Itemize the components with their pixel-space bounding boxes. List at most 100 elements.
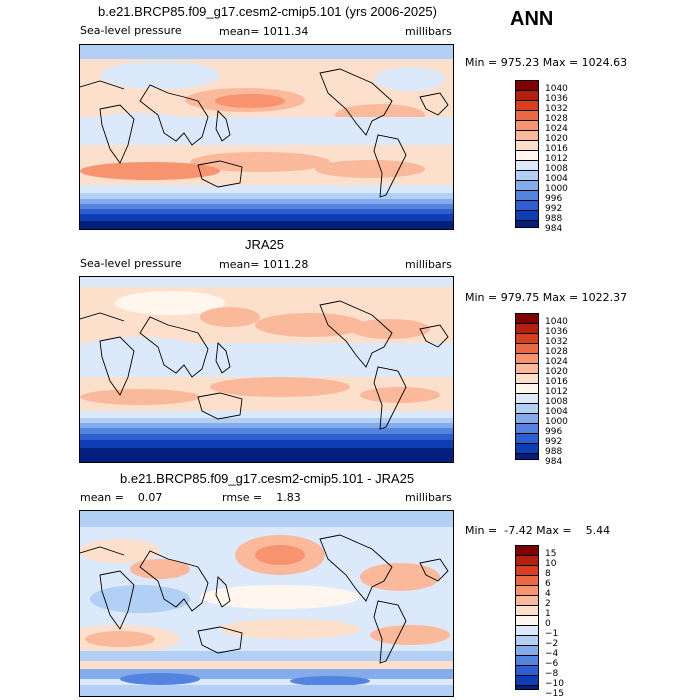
cb2-label-15: 984 — [545, 457, 563, 467]
p1-coastlines — [80, 68, 449, 198]
panel2-minmax: Min = 979.75 Max = 1022.37 — [465, 291, 628, 304]
cb2-label-7: 1016 — [545, 377, 568, 387]
cb2-label-6: 1020 — [545, 367, 568, 377]
cb3-label-9: −1 — [545, 629, 559, 639]
cb1-label-7: 1016 — [545, 144, 568, 154]
cb2-label-1: 1040 — [545, 317, 568, 327]
panel2-mean-label: mean= 1011.28 — [219, 258, 309, 271]
cb1-label-11: 1000 — [545, 184, 568, 194]
p3-pos-npac-core — [255, 545, 305, 565]
cb2-label-13: 992 — [545, 437, 563, 447]
p2-azores-high — [350, 319, 430, 339]
p3-band-pos — [80, 661, 453, 669]
p2-siberian-high — [200, 307, 260, 327]
p1-band-1008 — [80, 185, 453, 193]
cb2-swatch-15 — [515, 453, 539, 460]
p1-band-1004 — [80, 193, 453, 199]
p1-npac-high-core — [215, 94, 285, 108]
panel3-field — [80, 511, 453, 696]
p1-satl-high — [315, 160, 425, 178]
panel3-rmse-label: rmse = 1.83 — [222, 491, 301, 504]
cb3-label-5: 4 — [545, 589, 551, 599]
panel1-map — [79, 44, 454, 230]
p2-band-988 — [80, 440, 453, 448]
panel3-title: b.e21.BRCP85.f09_g17.cesm2-cmip5.101 - J… — [120, 471, 415, 486]
p3-pos-asia-core — [130, 559, 190, 579]
p1-aleutian — [100, 61, 220, 89]
p2-npac-high — [255, 313, 365, 337]
p3-neg-so-2 — [290, 676, 370, 686]
panel2-units-label: millibars — [405, 258, 452, 271]
p1-band-1000 — [80, 199, 453, 204]
p3-band-neg1 — [80, 651, 453, 661]
cb3-label-13: −8 — [545, 669, 559, 679]
cb1-label-8: 1012 — [545, 154, 568, 164]
p1-band-988 — [80, 214, 453, 221]
cb2-label-4: 1028 — [545, 347, 568, 357]
cb1-swatch-15 — [515, 220, 539, 228]
p2-arctic — [80, 277, 453, 287]
cb2-label-3: 1032 — [545, 337, 568, 347]
cb3-label-2: 10 — [545, 559, 557, 569]
cb3-label-3: 8 — [545, 569, 551, 579]
p1-band-996 — [80, 204, 453, 209]
p3-pos-asia — [80, 539, 160, 563]
cb2-label-10: 1004 — [545, 407, 568, 417]
cb2-label-9: 1008 — [545, 397, 568, 407]
panel1-variable-label: Sea-level pressure — [80, 24, 182, 37]
cb1-label-6: 1020 — [545, 134, 568, 144]
p2-aleutian — [115, 291, 225, 315]
cb1-label-15: 984 — [545, 224, 563, 234]
p1-band-984 — [80, 221, 453, 229]
p3-pos-south-indian-core — [85, 631, 155, 647]
cb2-label-11: 1000 — [545, 417, 568, 427]
panel1-title: b.e21.BRCP85.f09_g17.cesm2-cmip5.101 (yr… — [98, 4, 437, 19]
panel3-colorbar: 15 10 8 6 4 2 1 0 −1 −2 −4 −6 −8 −10 −15 — [515, 545, 605, 699]
cb3-label-10: −2 — [545, 639, 559, 649]
panel2-title: JRA25 — [245, 237, 285, 252]
p3-neutral-trop — [200, 585, 360, 609]
cb2-label-8: 1012 — [545, 387, 568, 397]
panel1-field — [80, 45, 453, 229]
cb3-label-1: 15 — [545, 549, 557, 559]
p2-band-984 — [80, 448, 453, 462]
cb1-label-5: 1024 — [545, 124, 568, 134]
cb3-label-11: −4 — [545, 649, 559, 659]
panel3-mean-label: mean = 0.07 — [80, 491, 163, 504]
cb1-label-1: 1040 — [545, 84, 568, 94]
p3-band-neg2 — [80, 669, 453, 679]
p2-satl-high — [360, 387, 440, 403]
cb3-label-7: 1 — [545, 609, 551, 619]
cb2-label-12: 996 — [545, 427, 563, 437]
panel2-variable-label: Sea-level pressure — [80, 257, 182, 270]
panel3-map — [79, 510, 454, 697]
cb1-label-9: 1008 — [545, 164, 568, 174]
cb1-label-4: 1028 — [545, 114, 568, 124]
p1-band-992 — [80, 209, 453, 214]
panel1-units-label: millibars — [405, 25, 452, 38]
p3-neg-indian — [90, 585, 190, 613]
cb1-label-10: 1004 — [545, 174, 568, 184]
panel1-mean-label: mean= 1011.34 — [219, 25, 309, 38]
p3-coastlines — [80, 534, 449, 664]
p3-neg-so-1 — [120, 673, 200, 685]
cb3-label-12: −6 — [545, 659, 559, 669]
p2-spac-high — [210, 377, 350, 397]
p1-sind-high — [80, 162, 220, 180]
cb3-swatch-15 — [515, 685, 539, 690]
p2-band-996 — [80, 428, 453, 434]
cb3-label-15: −15 — [545, 689, 564, 699]
panel3-minmax: Min = -7.42 Max = 5.44 — [465, 524, 611, 537]
cb2-label-2: 1036 — [545, 327, 568, 337]
p3-antarctic — [80, 685, 453, 696]
cb1-label-13: 992 — [545, 204, 563, 214]
p2-coastlines — [80, 300, 449, 430]
p1-icelandic — [375, 67, 445, 91]
p3-pos-natl — [360, 563, 440, 591]
season-label: ANN — [510, 8, 554, 30]
cb3-label-4: 6 — [545, 579, 551, 589]
panel3-units-label: millibars — [405, 491, 452, 504]
p3-pos-spac — [220, 619, 360, 639]
p2-warmpool — [80, 337, 215, 377]
cb1-label-12: 996 — [545, 194, 563, 204]
